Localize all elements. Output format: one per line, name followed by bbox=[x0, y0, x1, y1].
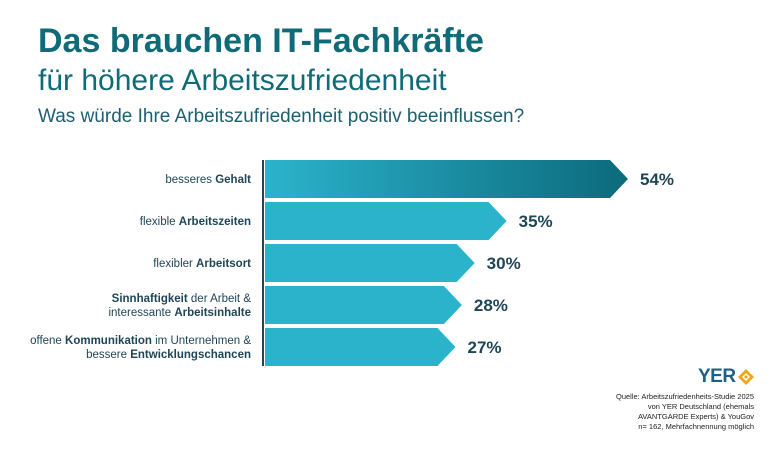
category-label: flexible Arbeitszeiten bbox=[140, 216, 251, 228]
category-label-part: interessante bbox=[108, 307, 174, 319]
category-label-part: Arbeitsort bbox=[196, 258, 251, 270]
bar bbox=[265, 286, 462, 324]
bar bbox=[265, 244, 475, 282]
bar bbox=[265, 160, 628, 198]
category-label: flexibler Arbeitsort bbox=[153, 258, 251, 270]
value-label: 28% bbox=[474, 296, 508, 315]
category-label-part: offene bbox=[30, 335, 65, 347]
category-label-part: flexibler bbox=[153, 258, 196, 270]
source-line: n= 162, Mehrfachnennung möglich bbox=[638, 422, 754, 431]
value-label: 35% bbox=[519, 212, 553, 231]
source-line: AVANTGARDE Experts) & YouGov bbox=[637, 412, 754, 421]
category-label-part: flexible bbox=[140, 216, 179, 228]
source-note: Quelle: Arbeitszufriedenheits-Studie 202… bbox=[616, 392, 754, 432]
category-label-part: Entwicklungschancen bbox=[130, 349, 251, 361]
source-line: von YER Deutschland (ehemals bbox=[647, 402, 754, 411]
category-label-part: im Unternehmen & bbox=[152, 335, 251, 347]
category-label-part: der Arbeit & bbox=[188, 293, 252, 305]
page-title: Das brauchen IT-Fachkräfte bbox=[38, 22, 484, 60]
category-label-part: Kommunikation bbox=[65, 335, 152, 347]
diamond-emblem-icon bbox=[737, 369, 754, 385]
category-label-part: Gehalt bbox=[215, 174, 251, 186]
value-label: 54% bbox=[640, 170, 674, 189]
bar bbox=[265, 202, 507, 240]
page-title-line-2: für höhere Arbeitszufriedenheit bbox=[38, 64, 447, 97]
source-line: Quelle: Arbeitszufriedenheits-Studie 202… bbox=[615, 392, 754, 401]
category-label-part: besseres bbox=[165, 174, 215, 186]
category-label-part: Sinnhaftigkeit bbox=[112, 293, 188, 305]
bar bbox=[265, 328, 456, 366]
category-label: Sinnhaftigkeit der Arbeit & interessante … bbox=[108, 293, 251, 319]
category-label-part: Arbeitsinhalte bbox=[174, 307, 251, 319]
chart-question: Was würde Ihre Arbeitszufriedenheit posi… bbox=[38, 106, 525, 127]
value-label: 30% bbox=[487, 254, 521, 273]
category-label: offene Kommunikation im Unternehmen & bes… bbox=[30, 335, 251, 361]
company-logo: YER bbox=[698, 366, 754, 388]
logo-text: YER bbox=[698, 366, 736, 387]
category-label: besseres Gehalt bbox=[165, 174, 251, 186]
category-label-part: Arbeitszeiten bbox=[179, 216, 251, 228]
value-label: 27% bbox=[468, 338, 502, 357]
category-label-part: bessere bbox=[86, 349, 130, 361]
